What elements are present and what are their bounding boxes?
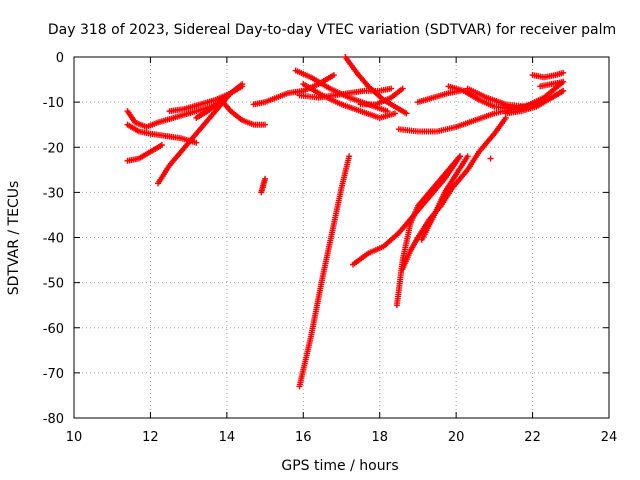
data-point — [560, 87, 567, 94]
y-tick-label: -20 — [43, 141, 64, 156]
data-point — [239, 83, 246, 90]
data-point — [346, 153, 353, 160]
y-tick-label: -80 — [43, 412, 64, 427]
chart-title: Day 318 of 2023, Sidereal Day-to-day VTE… — [48, 22, 616, 38]
data-points — [124, 54, 567, 390]
data-point — [330, 72, 337, 79]
x-tick-label: 24 — [601, 430, 618, 445]
y-tick-label: -40 — [43, 232, 64, 247]
y-tick-label: -50 — [43, 277, 64, 292]
x-tick-label: 10 — [66, 430, 83, 445]
data-point — [560, 69, 567, 76]
x-axis: 10 12 14 16 18 20 22 24 — [66, 57, 618, 445]
y-tick-label: -10 — [43, 96, 64, 111]
y-tick-label: -60 — [43, 322, 64, 337]
data-point — [262, 121, 269, 128]
y-axis-label: SDTVAR / TECUs — [6, 181, 22, 296]
data-point — [262, 175, 269, 182]
data-point — [388, 85, 395, 92]
data-point — [487, 155, 494, 162]
x-axis-label: GPS time / hours — [281, 458, 398, 474]
x-tick-label: 18 — [371, 430, 388, 445]
x-tick-label: 14 — [219, 430, 236, 445]
data-point — [158, 141, 165, 148]
y-tick-label: 0 — [56, 51, 64, 66]
data-point — [403, 110, 410, 117]
x-tick-label: 16 — [295, 430, 312, 445]
x-tick-label: 22 — [524, 430, 541, 445]
y-tick-label: -70 — [43, 367, 64, 382]
data-point — [464, 153, 471, 160]
data-point — [392, 110, 398, 117]
data-point — [193, 139, 200, 146]
data-point — [399, 85, 406, 92]
data-point — [456, 153, 463, 160]
data-point — [560, 78, 567, 85]
x-tick-label: 20 — [448, 430, 465, 445]
y-axis: 0 -10 -20 -30 -40 -50 -60 -70 -80 — [43, 51, 609, 427]
y-tick-label: -30 — [43, 186, 64, 201]
x-tick-label: 12 — [142, 430, 159, 445]
